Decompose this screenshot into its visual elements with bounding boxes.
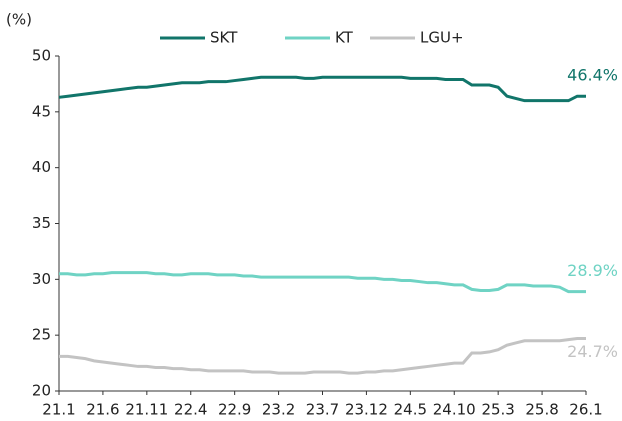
series-line: [59, 337, 586, 375]
x-tick-label: 24.5: [394, 401, 427, 419]
y-tick-label: 40: [32, 158, 51, 176]
x-tick-label: 21.1: [42, 401, 75, 419]
x-tick-label: 21.6: [86, 401, 119, 419]
x-tick-label: 25.3: [481, 401, 514, 419]
x-tick-label: 25.8: [525, 401, 558, 419]
legend-label: SKT: [210, 29, 238, 47]
legend-label: KT: [335, 29, 354, 47]
x-tick-label: 22.9: [218, 401, 251, 419]
y-tick-label: 50: [32, 47, 51, 65]
y-tick-label: 45: [32, 102, 51, 120]
y-tick-label: 30: [32, 270, 51, 288]
end-label: 46.4%: [567, 66, 618, 85]
x-tick-label: 23.12: [345, 401, 388, 419]
y-tick-label: 35: [32, 214, 51, 232]
series-line: [58, 75, 586, 103]
x-tick-label: 22.4: [174, 401, 207, 419]
end-label: 24.7%: [567, 342, 618, 361]
series-line: [59, 271, 586, 294]
x-tick-label: 26.1: [569, 401, 602, 419]
x-tick-label: 23.7: [306, 401, 339, 419]
x-tick-label: 24.10: [433, 401, 476, 419]
x-tick-label: 21.11: [125, 401, 168, 419]
legend-label: LGU+: [420, 29, 464, 47]
y-tick-label: 25: [32, 326, 51, 344]
end-label: 28.9%: [567, 261, 618, 280]
y-axis-label: (%): [6, 11, 32, 29]
y-tick-label: 20: [32, 382, 51, 400]
x-tick-label: 23.2: [262, 401, 295, 419]
